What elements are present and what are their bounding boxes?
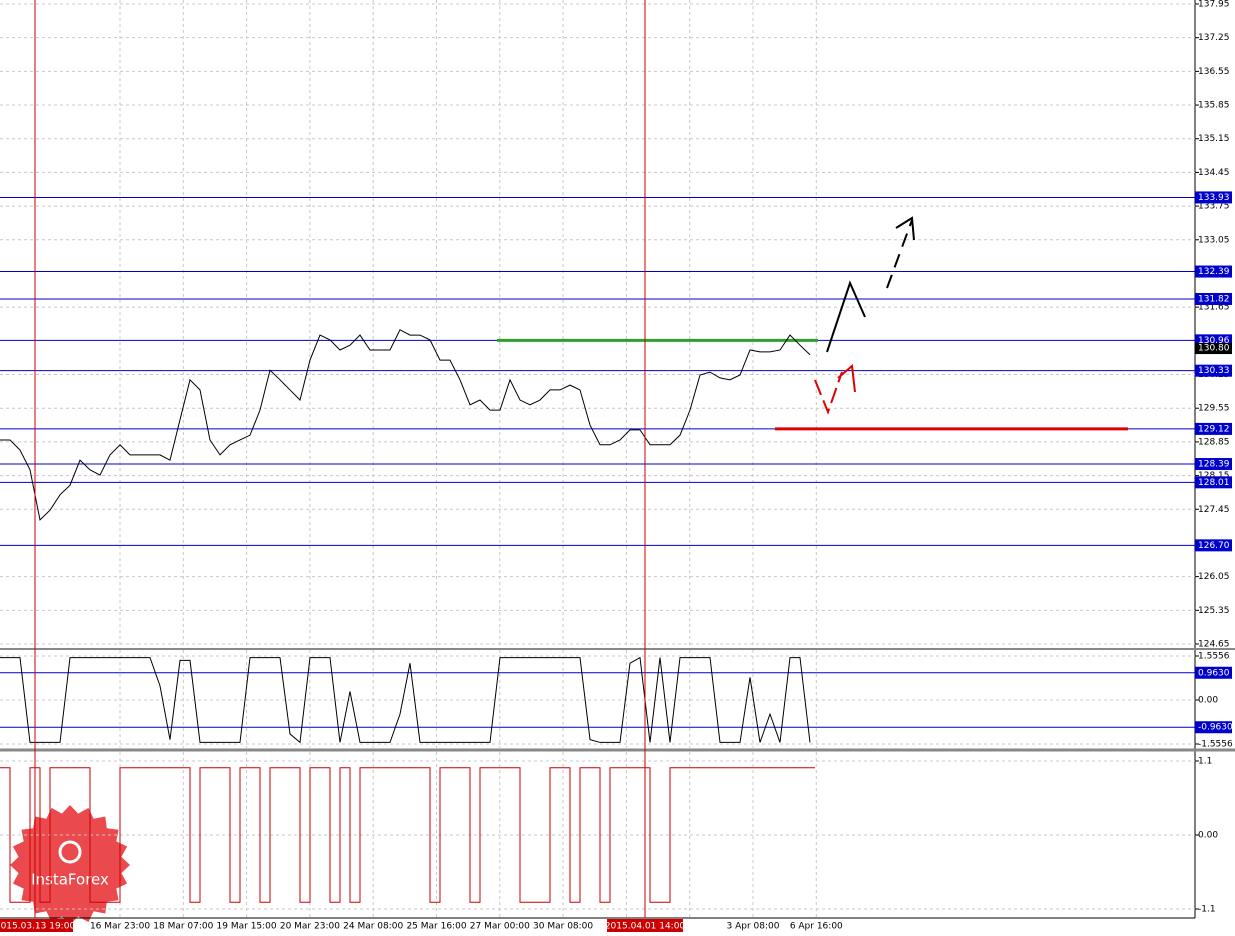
y-tick-label: 0.00 [1198, 831, 1218, 841]
level-label: 128.01 [1198, 478, 1230, 488]
y-tick-label: 129.55 [1198, 404, 1230, 414]
level-label: 126.70 [1198, 541, 1230, 551]
y-tick-label: 128.15 [1198, 471, 1230, 481]
y-tick-label: 137.95 [1198, 0, 1230, 10]
y-tick-label: 136.55 [1198, 67, 1230, 77]
x-tick-label: 3 Apr 08:00 [727, 922, 780, 932]
arrow-head [837, 364, 856, 393]
y-tick-label: 131.65 [1198, 303, 1230, 313]
level-label: 133.93 [1198, 193, 1230, 203]
level-label-box [1195, 458, 1232, 471]
marker-label: 2015.03.13 19:00 [0, 922, 75, 932]
arrow-head [895, 216, 915, 241]
y-tick-label: 134.45 [1198, 168, 1230, 178]
y-tick-label: 1.1 [1198, 757, 1212, 767]
marker-label: 2015.04.01 14:00 [605, 922, 686, 932]
watermark-icon [58, 840, 82, 864]
x-tick-label: 6 Apr 16:00 [790, 922, 843, 932]
level-label-box [1195, 721, 1232, 734]
level-label: 128.39 [1198, 460, 1230, 470]
current-price-box [1195, 343, 1232, 355]
y-tick-label: 1.5556 [1198, 652, 1230, 662]
y-tick-label: 125.35 [1198, 606, 1230, 616]
level-label: 131.82 [1198, 294, 1230, 304]
level-label-box [1195, 364, 1232, 377]
y-tick-label: 127.45 [1198, 505, 1230, 515]
level-label-box [1195, 292, 1232, 305]
level-label: 0.9630 [1198, 668, 1230, 678]
level-label-box [1195, 539, 1232, 552]
level-label-box [1195, 666, 1232, 679]
level-label-box [1195, 476, 1232, 489]
y-tick-label: 124.65 [1198, 640, 1230, 650]
forecast-arrow [826, 280, 866, 353]
price-line [0, 656, 811, 744]
level-label: 129.12 [1198, 424, 1230, 434]
price-line [0, 329, 811, 521]
y-tick-label: 133.05 [1198, 235, 1230, 245]
y-tick-label: 126.05 [1198, 572, 1230, 582]
x-tick-label: 16 Mar 23:00 [90, 922, 150, 932]
forecast-arrow [814, 371, 843, 415]
step-line [0, 767, 815, 903]
level-label: -0.9630 [1198, 723, 1233, 733]
level-label: 130.33 [1198, 366, 1230, 376]
watermark-text: InstaForex [31, 871, 109, 889]
level-label-box [1195, 191, 1232, 204]
level-label-box [1195, 265, 1232, 278]
y-tick-label: 128.85 [1198, 437, 1230, 447]
level-label: 130.96 [1198, 336, 1230, 346]
y-tick-label: 135.15 [1198, 134, 1230, 144]
x-tick-label: 18 Mar 07:00 [153, 922, 213, 932]
level-label-box [1195, 422, 1232, 435]
y-tick-label: 133.75 [1198, 202, 1230, 212]
y-tick-label: 0.00 [1198, 696, 1218, 706]
level-label: 132.39 [1198, 267, 1230, 277]
y-tick-label: 137.25 [1198, 33, 1230, 43]
x-tick-label: 25 Mar 16:00 [406, 922, 466, 932]
y-tick-label: -1.5556 [1198, 740, 1233, 750]
x-tick-label: 20 Mar 23:00 [280, 922, 340, 932]
marker-label-box [0, 919, 73, 932]
x-tick-label: 27 Mar 00:00 [470, 922, 530, 932]
y-tick-label: 135.85 [1198, 101, 1230, 111]
x-tick-label: 30 Mar 08:00 [533, 922, 593, 932]
current-price-label: 130.80 [1198, 344, 1230, 354]
forecast-arrow [886, 219, 913, 289]
marker-label-box [607, 919, 683, 932]
x-tick-label: 19 Mar 15:00 [217, 922, 277, 932]
y-tick-label: -1.1 [1198, 905, 1216, 915]
x-tick-label: 24 Mar 08:00 [343, 922, 403, 932]
